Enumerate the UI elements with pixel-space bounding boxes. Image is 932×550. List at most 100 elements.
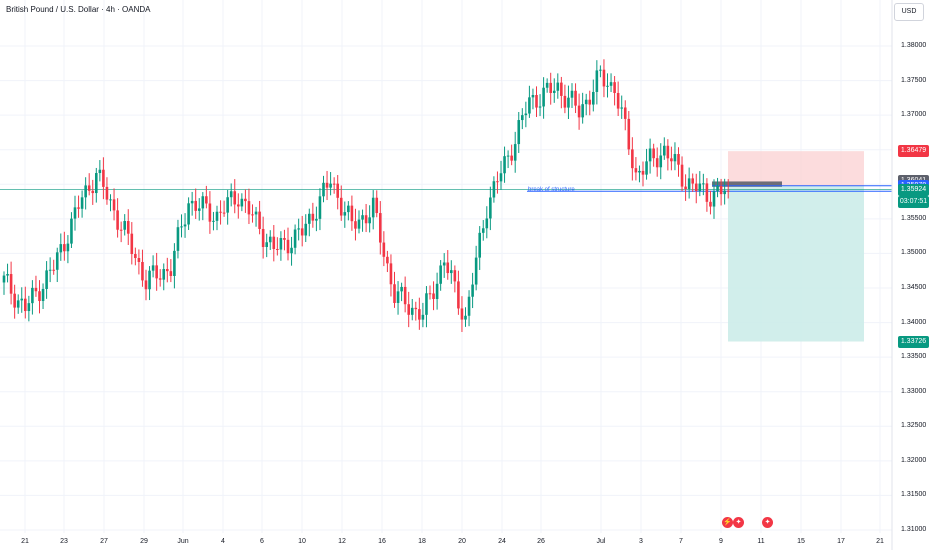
candle-body	[382, 242, 386, 257]
candle-body	[450, 270, 453, 274]
x-tick-label: 21	[876, 538, 884, 545]
candle-body	[258, 211, 261, 229]
candle-body	[286, 239, 290, 254]
candle-body	[698, 183, 702, 191]
chart-grid	[0, 0, 892, 533]
candle-body	[308, 213, 311, 224]
candle-body	[80, 197, 84, 209]
candle-body	[361, 215, 364, 220]
candle-body	[226, 197, 229, 213]
candle-body	[162, 269, 166, 280]
candle-body	[563, 95, 567, 108]
candle-body	[48, 269, 52, 271]
candle-body	[336, 183, 339, 198]
candle-body	[471, 284, 474, 297]
candle-body	[389, 263, 393, 285]
chart-title: British Pound / U.S. Dollar · 4h · OANDA	[6, 5, 151, 14]
candle-body	[609, 82, 613, 86]
candle-body	[134, 254, 137, 259]
candle-body	[570, 90, 574, 98]
candle-body	[240, 198, 244, 207]
take-profit-zone[interactable]	[728, 185, 864, 342]
candle-body	[84, 185, 87, 198]
x-tick-label: 27	[100, 538, 108, 545]
candle-body	[261, 228, 265, 247]
candle-body	[396, 291, 400, 303]
candle-body	[219, 211, 222, 213]
candle-body	[478, 232, 481, 258]
y-tick-label: 1.31500	[901, 491, 927, 499]
y-tick-label: 1.37000	[901, 111, 927, 119]
x-tick-label: 3	[639, 538, 643, 545]
candle-body	[687, 178, 691, 190]
candle-body	[27, 303, 31, 312]
candle-body	[634, 168, 638, 173]
candle-body	[584, 99, 588, 105]
candle-body	[357, 219, 361, 229]
y-tick-label: 1.38000	[901, 42, 927, 49]
candle-body	[716, 185, 719, 192]
us-flag-icon[interactable]: ✦	[733, 517, 744, 528]
candle-body	[9, 274, 13, 294]
candle-body	[293, 229, 297, 248]
us-flag-icon[interactable]: ✦	[762, 517, 773, 528]
y-tick-label: 1.32500	[901, 422, 927, 430]
entry-zone[interactable]	[712, 181, 782, 187]
candle-body	[350, 205, 354, 222]
candle-body	[123, 221, 126, 230]
candle-body	[304, 223, 308, 236]
candle-body	[428, 293, 432, 295]
candle-body	[272, 236, 276, 249]
lightning-icon[interactable]: ⚡	[722, 517, 733, 528]
candle-body	[567, 97, 570, 108]
candle-body	[432, 293, 435, 299]
candle-body	[499, 173, 503, 182]
candle-body	[485, 218, 489, 229]
candlestick-series	[2, 59, 730, 332]
candle-body	[119, 229, 123, 231]
candle-body	[616, 92, 620, 109]
currency-selector[interactable]: USD	[894, 3, 924, 21]
current-price-tag: 1.35924	[898, 183, 929, 196]
candle-body	[535, 94, 538, 108]
candle-body	[347, 205, 350, 213]
candle-body	[194, 200, 197, 211]
candle-body	[726, 190, 730, 192]
candle-body	[393, 284, 396, 303]
x-tick-label: 11	[757, 538, 765, 545]
candle-body	[666, 145, 670, 159]
y-tick-label: 1.34000	[901, 318, 927, 326]
y-tick-label: 1.32000	[901, 456, 927, 464]
candle-body	[190, 200, 194, 204]
candle-body	[155, 265, 158, 279]
candle-body	[425, 293, 428, 315]
candle-body	[538, 106, 542, 108]
x-tick-label: 23	[60, 538, 68, 545]
candle-body	[20, 298, 24, 301]
candle-body	[663, 145, 666, 156]
candle-body	[45, 270, 48, 289]
candle-body	[31, 287, 34, 304]
candle-body	[290, 247, 293, 254]
stop-loss-zone[interactable]	[728, 151, 864, 186]
candle-body	[41, 288, 45, 302]
candle-body	[542, 87, 545, 107]
candle-body	[315, 218, 318, 221]
candle-body	[87, 185, 91, 191]
candle-body	[673, 154, 677, 162]
candle-body	[620, 107, 623, 109]
candle-body	[77, 207, 80, 209]
candle-body	[169, 271, 173, 276]
y-tick-label: 1.31000	[901, 526, 927, 533]
candle-body	[102, 169, 105, 187]
x-tick-label: 21	[21, 538, 29, 545]
candle-body	[148, 270, 151, 290]
candle-body	[648, 148, 652, 162]
x-tick-label: 17	[837, 538, 845, 545]
candle-body	[670, 158, 673, 162]
candle-body	[233, 191, 237, 205]
candle-body	[442, 262, 446, 266]
x-tick-label: 20	[458, 538, 466, 545]
candle-body	[435, 283, 439, 299]
